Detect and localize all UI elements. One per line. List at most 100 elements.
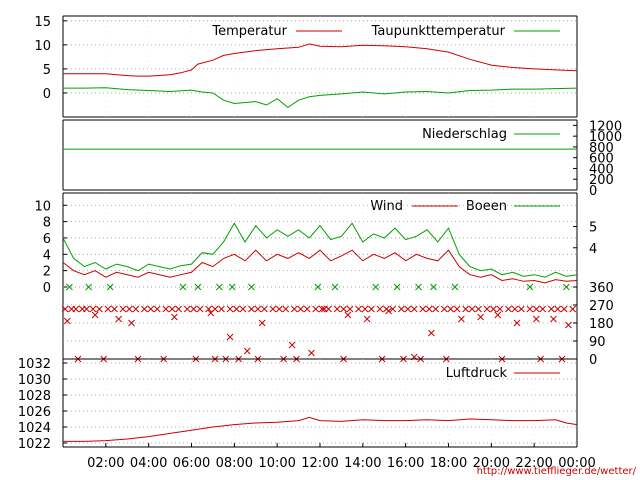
- y-tick-label: 360: [589, 281, 614, 296]
- series-line-taupunkttemperatur: [63, 87, 578, 109]
- direction-point: [565, 321, 572, 329]
- y-tick-label-right: 4: [589, 242, 597, 257]
- direction-point: [303, 305, 311, 313]
- legend-temperatur: Temperatur: [211, 24, 287, 39]
- direction-point: [346, 305, 354, 313]
- legend-wind: Wind: [370, 199, 403, 214]
- legend-taupunkttemperatur: Taupunkttemperatur: [371, 24, 506, 39]
- y-tick-label: 400: [589, 162, 614, 177]
- direction-point: [115, 315, 123, 323]
- direction-point: [96, 305, 103, 313]
- direction-point: [447, 305, 454, 313]
- direction-point: [560, 305, 568, 313]
- direction-point: [104, 305, 112, 313]
- y-tick-label: 800: [589, 141, 614, 156]
- direction-point: [505, 305, 512, 313]
- direction-point: [532, 305, 540, 313]
- direction-point: [207, 309, 215, 317]
- x-tick-label: 22:00: [515, 456, 552, 471]
- direction-point: [312, 305, 320, 313]
- direction-point: [550, 315, 557, 323]
- direction-point: [404, 305, 412, 313]
- direction-point: [468, 305, 476, 313]
- y-tick-label: 1022: [18, 437, 51, 452]
- legend-boeen: Boeen: [466, 199, 507, 214]
- direction-point: [190, 305, 197, 313]
- x-tick-label: 16:00: [387, 456, 424, 471]
- direction-point: [368, 305, 375, 313]
- direction-point: [126, 305, 133, 313]
- direction-point: [340, 305, 347, 313]
- direction-point: [428, 329, 435, 337]
- direction-point: [89, 305, 97, 313]
- y-tick-label: 0: [43, 281, 51, 296]
- direction-point: [226, 333, 234, 341]
- series-line-boeen: [62, 222, 578, 278]
- direction-point: [440, 305, 448, 313]
- direction-point: [63, 317, 71, 325]
- direction-point: [218, 305, 225, 313]
- y-tick-label: 1026: [18, 405, 51, 420]
- y-tick-label: 1032: [18, 357, 51, 372]
- direction-point: [355, 305, 362, 313]
- direction-point: [119, 305, 127, 313]
- direction-point: [547, 305, 555, 313]
- x-tick-label: 02:00: [87, 456, 124, 471]
- direction-point: [477, 313, 484, 321]
- direction-point: [275, 305, 283, 313]
- direction-point: [410, 305, 418, 313]
- direction-point: [111, 305, 118, 313]
- direction-point: [179, 283, 187, 291]
- direction-point: [569, 305, 577, 313]
- direction-point: [372, 283, 380, 291]
- direction-point: [432, 305, 440, 313]
- direction-point: [72, 305, 80, 313]
- series-line-temperatur: [63, 43, 578, 77]
- y-tick-label: 1000: [589, 130, 622, 145]
- x-tick-label: 10:00: [258, 456, 295, 471]
- direction-point: [457, 315, 465, 323]
- direction-point: [194, 283, 202, 291]
- x-tick-label: 00:00: [558, 456, 595, 471]
- direction-point: [389, 305, 397, 313]
- x-tick-label: 04:00: [130, 456, 167, 471]
- direction-point: [363, 315, 371, 323]
- direction-point: [419, 305, 427, 313]
- y-tick-label: 90: [589, 335, 606, 350]
- legend-luftdruck: Luftdruck: [446, 366, 508, 381]
- direction-point: [430, 283, 437, 291]
- direction-point: [254, 305, 262, 313]
- direction-point: [517, 305, 525, 313]
- x-tick-label: 12:00: [301, 456, 338, 471]
- y-tick-label: 15: [34, 15, 51, 30]
- direction-point: [132, 305, 140, 313]
- direction-point: [106, 283, 114, 291]
- x-tick-label: 20:00: [473, 456, 510, 471]
- source-url: http://www.tiefflieger.de/wetter/: [477, 466, 637, 477]
- y-tick-label: 5: [43, 63, 51, 78]
- direction-point: [532, 315, 540, 323]
- x-tick-label: 18:00: [430, 456, 467, 471]
- direction-point: [239, 305, 247, 313]
- direction-point: [282, 305, 290, 313]
- direction-point: [61, 305, 69, 313]
- y-tick-label: 1028: [18, 389, 51, 404]
- direction-point: [318, 305, 326, 313]
- direction-point: [526, 283, 534, 291]
- direction-point: [314, 283, 322, 291]
- direction-point: [215, 283, 223, 291]
- y-tick-label: 10: [34, 199, 51, 214]
- y-tick-label: 2: [43, 265, 51, 280]
- direction-point: [331, 283, 339, 291]
- direction-point: [496, 305, 504, 313]
- direction-point: [168, 305, 176, 313]
- direction-point: [243, 347, 251, 355]
- direction-point: [308, 349, 315, 357]
- direction-point: [260, 305, 268, 313]
- y-tick-label: 180: [589, 317, 614, 332]
- direction-point: [183, 305, 191, 313]
- direction-point: [175, 305, 183, 313]
